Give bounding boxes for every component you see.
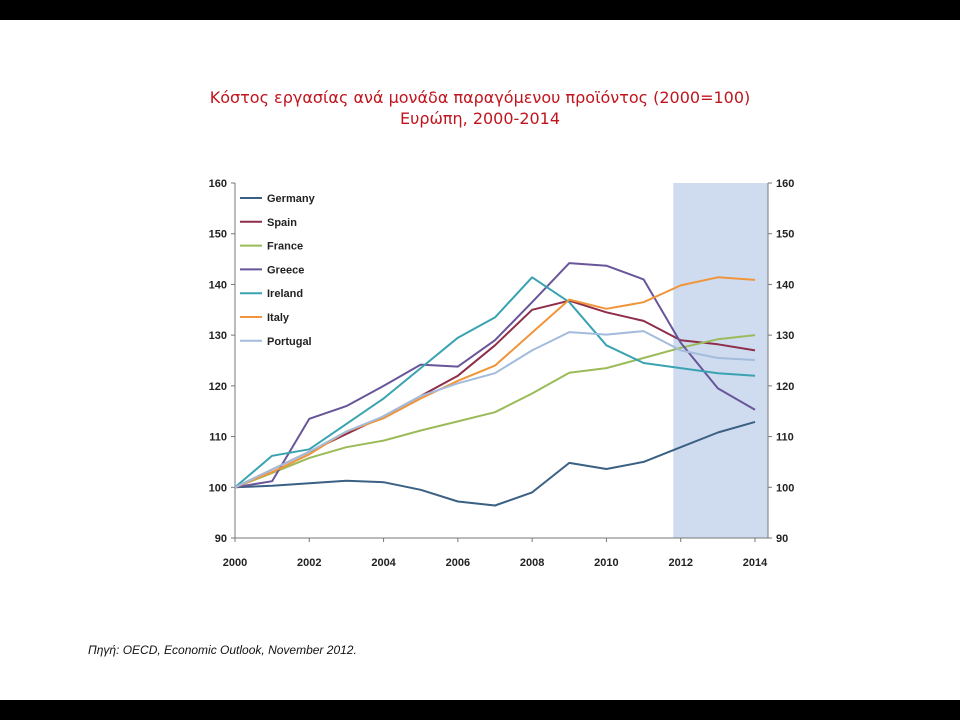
y-tick-label-left: 90 [215, 533, 227, 545]
x-tick-label: 2014 [743, 557, 768, 569]
x-tick-label: 2000 [223, 557, 247, 569]
legend-label-italy: Italy [267, 312, 290, 324]
top-letterbox-bar [0, 0, 960, 20]
x-tick-label: 2008 [520, 557, 544, 569]
chart-subtitle: Ευρώπη, 2000-2014 [399, 109, 561, 128]
series-line-france [234, 334, 756, 489]
y-tick-label-left: 120 [209, 381, 227, 393]
y-tick-label-left: 100 [209, 482, 227, 494]
y-tick-label-left: 160 [209, 178, 227, 190]
series-line-ireland [234, 276, 756, 489]
source-prefix: Πηγή: [88, 643, 120, 657]
series-line-greece [234, 262, 756, 489]
y-tick-label-left: 140 [209, 279, 227, 291]
y-tick-label-right: 110 [776, 432, 794, 444]
series-line-portugal [234, 330, 756, 489]
y-tick-label-left: 150 [209, 229, 227, 241]
series-line-italy [234, 276, 756, 489]
y-tick-label-right: 140 [776, 279, 794, 291]
legend-label-portugal: Portugal [267, 336, 312, 348]
x-tick-label: 2010 [594, 557, 618, 569]
y-tick-label-left: 130 [209, 330, 227, 342]
y-tick-label-right: 100 [776, 482, 794, 494]
y-tick-label-right: 160 [776, 178, 794, 190]
y-tick-label-right: 120 [776, 381, 794, 393]
legend-label-greece: Greece [267, 264, 304, 276]
y-tick-label-right: 150 [776, 229, 794, 241]
y-tick-label-right: 130 [776, 330, 794, 342]
legend-label-germany: Germany [267, 193, 316, 205]
source-text: OECD, Economic Outlook, November 2012. [119, 643, 357, 657]
legend-label-spain: Spain [267, 217, 297, 229]
x-tick-label: 2006 [446, 557, 470, 569]
x-tick-label: 2012 [668, 557, 692, 569]
legend-label-france: France [267, 241, 303, 253]
series-line-germany [234, 420, 756, 507]
bottom-letterbox-bar [0, 700, 960, 720]
line-chart: 90 90 100 100 110 110 120 120 130 130 140 140 150 150… [209, 178, 795, 569]
legend-label-ireland: Ireland [267, 288, 303, 300]
chart-title: Κόστος εργασίας ανά μονάδα παραγόμενου π… [209, 88, 751, 107]
source-note: Πηγή: OECD, Economic Outlook, November 2… [88, 643, 357, 657]
x-tick-label: 2004 [371, 557, 396, 569]
y-tick-label-left: 110 [209, 432, 227, 444]
x-tick-label: 2002 [297, 557, 321, 569]
y-tick-label-right: 90 [776, 533, 788, 545]
